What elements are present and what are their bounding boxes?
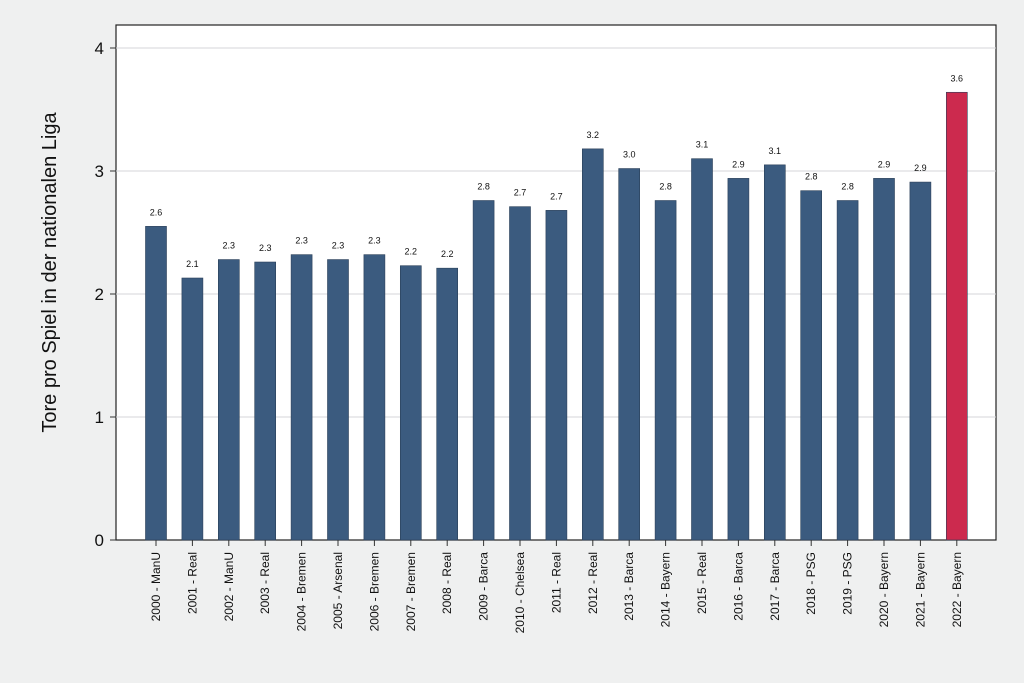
x-tick-label: 2008 - Real [440,552,454,614]
y-axis-ticks: 0 1 2 3 4 [95,39,116,550]
bar [509,206,531,541]
bar [363,254,386,541]
bar [290,254,313,541]
x-tick-label: 2006 - Bremen [367,552,381,631]
data-label: 2.2 [405,247,418,257]
x-tick-label: 2015 - Real [695,552,709,614]
bar [545,210,568,541]
y-tick-label: 0 [95,531,104,550]
y-tick-label: 1 [95,408,104,427]
y-tick-label: 4 [95,39,104,58]
x-tick-label: 2021 - Bayern [913,552,927,627]
bar [218,259,240,541]
data-label: 2.1 [186,259,199,269]
data-label: 2.3 [295,236,308,246]
data-label: 3.2 [587,130,600,140]
x-tick-label: 2002 - ManU [222,552,236,621]
bar [691,158,713,541]
data-label: 2.7 [514,188,527,198]
bar [763,164,786,541]
x-axis-ticks: 2000 - ManU 2001 - Real 2002 - ManU 2003 - … [149,540,964,633]
data-label: 2.8 [805,172,818,182]
x-tick-label: 2012 - Real [586,552,600,614]
x-tick-label: 2010 - Chelsea [513,552,527,634]
x-tick-label: 2018 - PSG [804,552,818,615]
data-label: 3.6 [951,73,964,83]
x-tick-label: 2016 - Barca [731,552,745,621]
x-tick-label: 2009 - Barca [477,552,491,621]
x-tick-label: 2022 - Bayern [950,552,964,627]
x-tick-label: 2014 - Bayern [659,552,673,627]
data-label: 2.3 [332,241,345,251]
bar [145,226,167,541]
bar [254,261,276,541]
x-tick-label: 2007 - Bremen [404,552,418,631]
data-label: 2.3 [368,236,381,246]
x-tick-label: 2013 - Barca [622,552,636,621]
data-label: 2.8 [841,182,854,192]
data-label: 2.9 [732,159,745,169]
x-tick-label: 2001 - Real [185,552,199,614]
data-label: 2.9 [878,159,891,169]
data-label: 2.7 [550,191,563,201]
bar [873,178,895,541]
x-tick-label: 2020 - Bayern [877,552,891,627]
bar [436,267,459,541]
data-label: 3.1 [696,140,709,150]
data-label: 2.6 [150,207,163,217]
bar [327,259,349,541]
data-label: 2.8 [477,182,490,192]
x-tick-label: 2000 - ManU [149,552,163,621]
data-labels: 2.6 2.1 2.3 2.3 2.3 2.3 2.3 2.2 2.2 2.8 2.7 2.7 3.2 3… [150,73,963,269]
data-label: 2.9 [914,163,927,173]
x-tick-label: 2005 - Arsenal [331,552,345,629]
bar [581,148,604,541]
x-tick-label: 2019 - PSG [841,552,855,615]
data-label: 2.3 [259,243,272,253]
data-label: 2.2 [441,249,454,259]
bar [399,265,422,541]
bar [618,168,641,541]
x-tick-label: 2011 - Real [549,552,563,613]
data-label: 3.0 [623,150,636,160]
bar [181,277,204,541]
data-label: 3.1 [769,146,782,156]
y-tick-label: 2 [95,285,104,304]
bar [654,200,677,541]
bars [145,91,968,541]
bar [800,190,823,541]
x-tick-label: 2017 - Barca [768,552,782,621]
bar [909,181,932,541]
data-label: 2.3 [223,241,236,251]
x-tick-label: 2004 - Bremen [295,552,309,631]
bar [472,200,495,541]
bar [945,91,968,541]
bar [727,178,750,541]
bar [836,200,859,541]
y-tick-label: 3 [95,162,104,181]
data-label: 2.8 [659,182,672,192]
y-axis-label: Tore pro Spiel in der nationalen Liga [39,112,61,433]
x-tick-label: 2003 - Real [258,552,272,614]
